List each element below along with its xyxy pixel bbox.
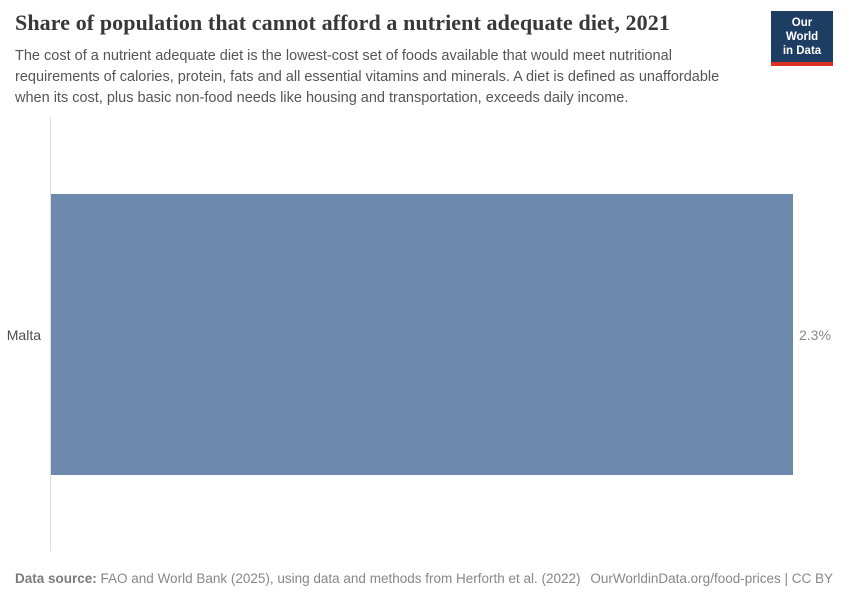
page-title: Share of population that cannot afford a… [15,10,670,35]
data-source-note[interactable]: Data source: FAO and World Bank (2025), … [15,571,581,586]
footer-link[interactable]: OurWorldinData.org/food-prices | CC BY [590,571,833,586]
data-source-text: FAO and World Bank (2025), using data an… [96,571,581,586]
chart-header: Share of population that cannot afford a… [15,10,763,109]
bar-value-label: 2.3% [799,326,831,343]
chart-footer: Data source: FAO and World Bank (2025), … [15,571,833,586]
owid-logo-line1: Our World [785,17,819,43]
y-axis-line [50,117,51,551]
bar-malta[interactable] [51,194,793,475]
owid-logo-line2: in Data [782,44,822,57]
owid-logo: Our World in Data [771,11,833,67]
bar-category-label: Malta [6,326,41,343]
chart-subtitle: The cost of a nutrient adequate diet is … [15,48,720,106]
data-source-label: Data source: [15,571,97,586]
bar-row: 2.3% [51,194,831,475]
